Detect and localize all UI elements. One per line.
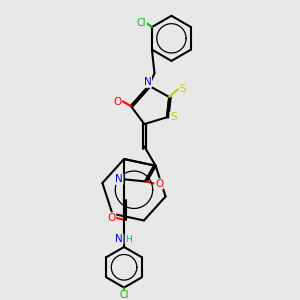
Text: H: H — [125, 235, 132, 244]
Text: O: O — [107, 213, 116, 223]
Text: Cl: Cl — [137, 18, 146, 28]
Text: N: N — [115, 234, 123, 244]
Text: N: N — [144, 77, 152, 87]
Text: N: N — [115, 174, 123, 184]
Text: S: S — [179, 84, 186, 94]
Text: S: S — [170, 112, 176, 122]
Text: O: O — [113, 97, 122, 106]
Text: O: O — [155, 179, 163, 189]
Text: Cl: Cl — [119, 290, 129, 300]
